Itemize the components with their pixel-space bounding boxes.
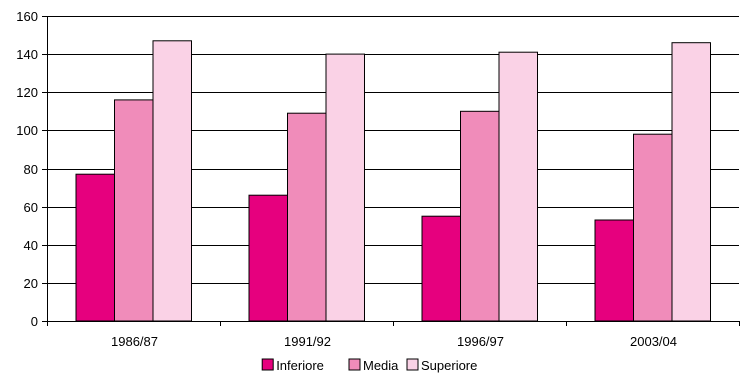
legend-label-inferiore: Inferiore (276, 358, 324, 373)
y-tick-label: 40 (24, 238, 38, 253)
legend-swatch-superiore (406, 358, 419, 371)
x-tick-label: 2003/04 (630, 334, 677, 349)
x-tick-labels: 1986/87 1991/92 1996/97 2003/04 (111, 334, 677, 349)
y-tick-labels: 0 20 40 60 80 100 120 140 160 (16, 9, 38, 329)
axes (42, 16, 740, 326)
y-tick-label: 80 (24, 162, 38, 177)
bar-superiore-1991-92 (325, 53, 365, 322)
y-tick-label: 100 (16, 123, 38, 138)
bar-inferiore-1986-87 (75, 173, 115, 322)
y-tick-label: 60 (24, 200, 38, 215)
bar-inferiore-1996-97 (421, 215, 461, 322)
bar-superiore-2003-04 (671, 42, 711, 322)
bar-media-2003-04 (633, 133, 673, 322)
bar-inferiore-2003-04 (594, 219, 634, 322)
y-tick-label: 20 (24, 276, 38, 291)
bar-media-1996-97 (460, 110, 500, 322)
x-tick-label: 1996/97 (457, 334, 504, 349)
x-tick-label: 1991/92 (284, 334, 331, 349)
legend-swatch-media (348, 358, 361, 371)
bar-media-1986-87 (114, 99, 154, 322)
legend-label-media: Media (363, 358, 399, 373)
y-tick-label: 0 (31, 314, 38, 329)
x-tick-label: 1986/87 (111, 334, 158, 349)
legend-label-superiore: Superiore (421, 358, 477, 373)
bar-superiore-1986-87 (152, 40, 192, 322)
y-tick-label: 120 (16, 85, 38, 100)
y-tick-label: 160 (16, 9, 38, 24)
bars (75, 40, 711, 322)
legend-swatch-inferiore (261, 358, 274, 371)
bar-superiore-1996-97 (498, 51, 538, 322)
bar-inferiore-1991-92 (248, 194, 288, 322)
y-tick-label: 140 (16, 47, 38, 62)
bar-media-1991-92 (287, 112, 327, 322)
legend: Inferiore Media Superiore (261, 358, 477, 373)
